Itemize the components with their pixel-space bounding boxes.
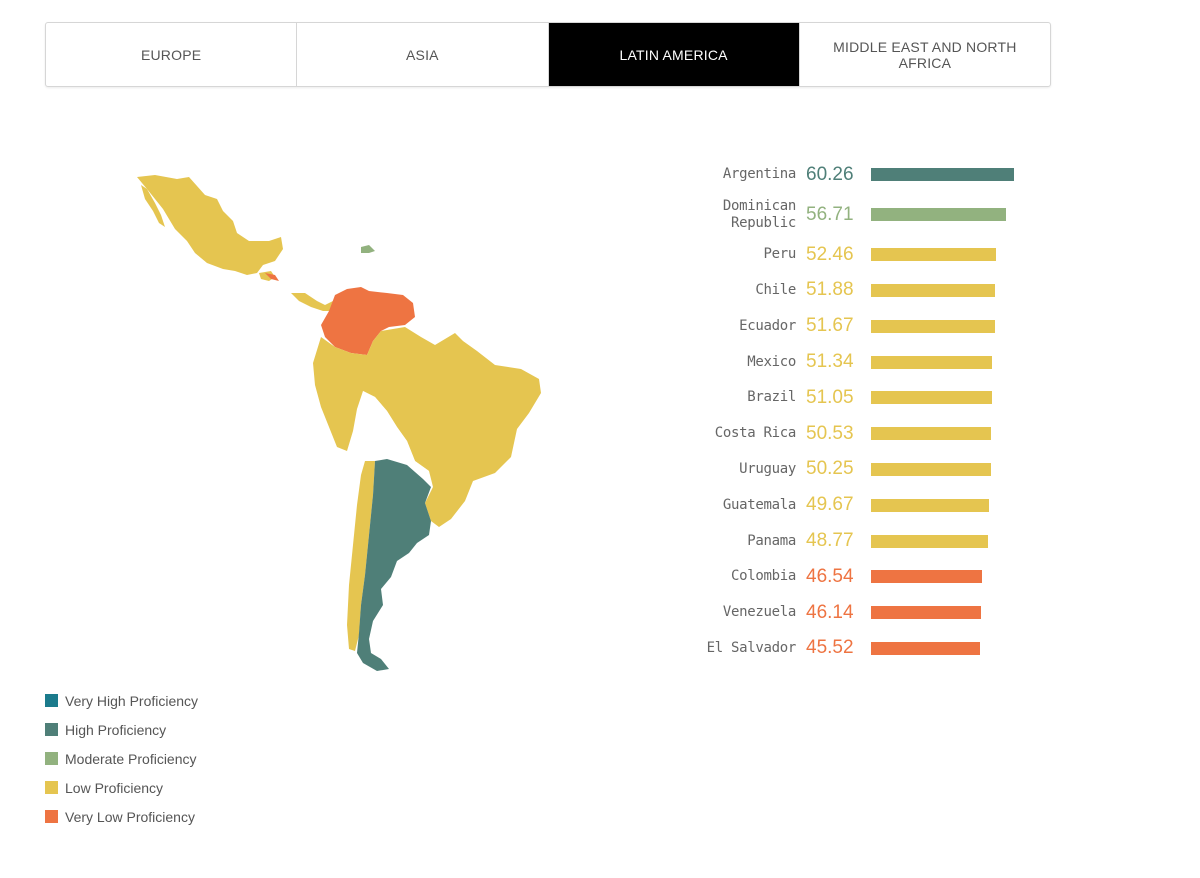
score-bar xyxy=(871,462,991,476)
score-value: 56.71 xyxy=(806,203,854,225)
score-value: 51.05 xyxy=(806,386,854,408)
map-bolivia xyxy=(359,391,429,475)
map-baja xyxy=(141,185,165,227)
country-label: Uruguay xyxy=(739,460,796,477)
country-label: Brazil xyxy=(747,389,796,406)
legend-label: Moderate Proficiency xyxy=(65,750,197,767)
region-tabs: EUROPE ASIA LATIN AMERICA MIDDLE EAST AN… xyxy=(45,22,1051,87)
map-el-salvador[interactable] xyxy=(265,273,279,281)
legend-swatch xyxy=(45,694,58,707)
tab-latin-america[interactable]: LATIN AMERICA xyxy=(548,23,800,86)
score-bar xyxy=(871,355,992,369)
score-bar xyxy=(871,641,980,655)
score-bar xyxy=(871,248,996,262)
map-costa-rica-panama[interactable] xyxy=(291,293,339,311)
country-label: El Salvador xyxy=(706,639,797,656)
legend-moderate: Moderate Proficiency xyxy=(45,744,198,773)
bar-row-mexico: Mexico 51.34 xyxy=(690,344,1050,380)
country-label: Ecuador xyxy=(739,317,796,334)
country-label: Argentina xyxy=(722,166,796,183)
map-argentina[interactable] xyxy=(357,459,431,671)
legend-label: High Proficiency xyxy=(65,721,167,738)
country-label: Peru xyxy=(763,246,796,263)
country-label: Mexico xyxy=(747,353,796,370)
score-value: 51.88 xyxy=(806,279,854,301)
legend-swatch xyxy=(45,752,58,765)
bar-row-chile: Chile 51.88 xyxy=(690,273,1050,309)
map-brazil-peru-ecuador[interactable] xyxy=(313,327,541,527)
bar-row-el-salvador: El Salvador 45.52 xyxy=(690,631,1050,667)
country-label: Chile xyxy=(755,281,796,298)
bar-row-argentina: Argentina 60.26 xyxy=(690,157,1050,193)
bar-row-venezuela: Venezuela 46.14 xyxy=(690,595,1050,631)
score-bar xyxy=(871,319,995,333)
tab-middle-east-north-africa[interactable]: MIDDLE EAST AND NORTH AFRICA xyxy=(833,38,1017,71)
score-bar xyxy=(871,570,982,584)
score-bar xyxy=(871,391,992,405)
legend-swatch xyxy=(45,810,58,823)
bar-row-colombia: Colombia 46.54 xyxy=(690,559,1050,595)
score-value: 60.26 xyxy=(806,163,854,185)
country-label: Guatemala xyxy=(722,496,796,513)
country-label: Dominican Republic xyxy=(722,197,796,231)
score-bar-chart: Argentina 60.26 Dominican Republic 56.71… xyxy=(690,157,1050,666)
score-bar xyxy=(871,606,981,620)
tab-asia[interactable]: ASIA xyxy=(297,23,549,86)
score-value: 46.14 xyxy=(806,601,854,623)
legend-swatch xyxy=(45,781,58,794)
score-value: 51.34 xyxy=(806,351,854,373)
legend-low: Low Proficiency xyxy=(45,773,198,802)
legend-swatch xyxy=(45,723,58,736)
bar-row-costa-rica: Costa Rica 50.53 xyxy=(690,416,1050,452)
score-bar xyxy=(871,427,991,441)
legend-very-high: Very High Proficiency xyxy=(45,686,198,715)
score-value: 51.67 xyxy=(806,315,854,337)
bar-row-peru: Peru 52.46 xyxy=(690,237,1050,273)
bar-row-brazil: Brazil 51.05 xyxy=(690,380,1050,416)
bar-row-uruguay: Uruguay 50.25 xyxy=(690,452,1050,488)
map-dominican-republic[interactable] xyxy=(361,245,375,253)
score-bar xyxy=(871,208,1006,222)
score-value: 49.67 xyxy=(806,494,854,516)
map-chile[interactable] xyxy=(347,461,375,651)
legend-very-low: Very Low Proficiency xyxy=(45,802,198,831)
score-value: 45.52 xyxy=(806,637,854,659)
country-label: Panama xyxy=(747,532,796,549)
score-value: 52.46 xyxy=(806,243,854,265)
legend-label: Very Low Proficiency xyxy=(65,808,195,825)
proficiency-legend: Very High Proficiency High Proficiency M… xyxy=(45,686,198,831)
score-value: 50.53 xyxy=(806,422,854,444)
country-label: Venezuela xyxy=(722,604,796,621)
score-value: 50.25 xyxy=(806,458,854,480)
country-label: Costa Rica xyxy=(714,425,797,442)
score-bar xyxy=(871,168,1014,182)
bar-row-ecuador: Ecuador 51.67 xyxy=(690,308,1050,344)
score-bar xyxy=(871,283,995,297)
country-label: Colombia xyxy=(730,568,796,585)
legend-label: Very High Proficiency xyxy=(65,692,199,709)
legend-high: High Proficiency xyxy=(45,715,198,744)
score-bar xyxy=(871,534,988,548)
map-colombia-venezuela[interactable] xyxy=(321,287,415,355)
latin-america-map xyxy=(137,175,541,671)
bar-row-dominican-republic: Dominican Republic 56.71 xyxy=(690,193,1050,237)
tab-europe[interactable]: EUROPE xyxy=(46,23,298,86)
bar-row-guatemala: Guatemala 49.67 xyxy=(690,487,1050,523)
score-value: 48.77 xyxy=(806,530,854,552)
legend-label: Low Proficiency xyxy=(65,779,164,796)
map-mexico[interactable] xyxy=(137,175,283,275)
score-bar xyxy=(871,498,989,512)
bar-row-panama: Panama 48.77 xyxy=(690,523,1050,559)
score-value: 46.54 xyxy=(806,565,854,587)
